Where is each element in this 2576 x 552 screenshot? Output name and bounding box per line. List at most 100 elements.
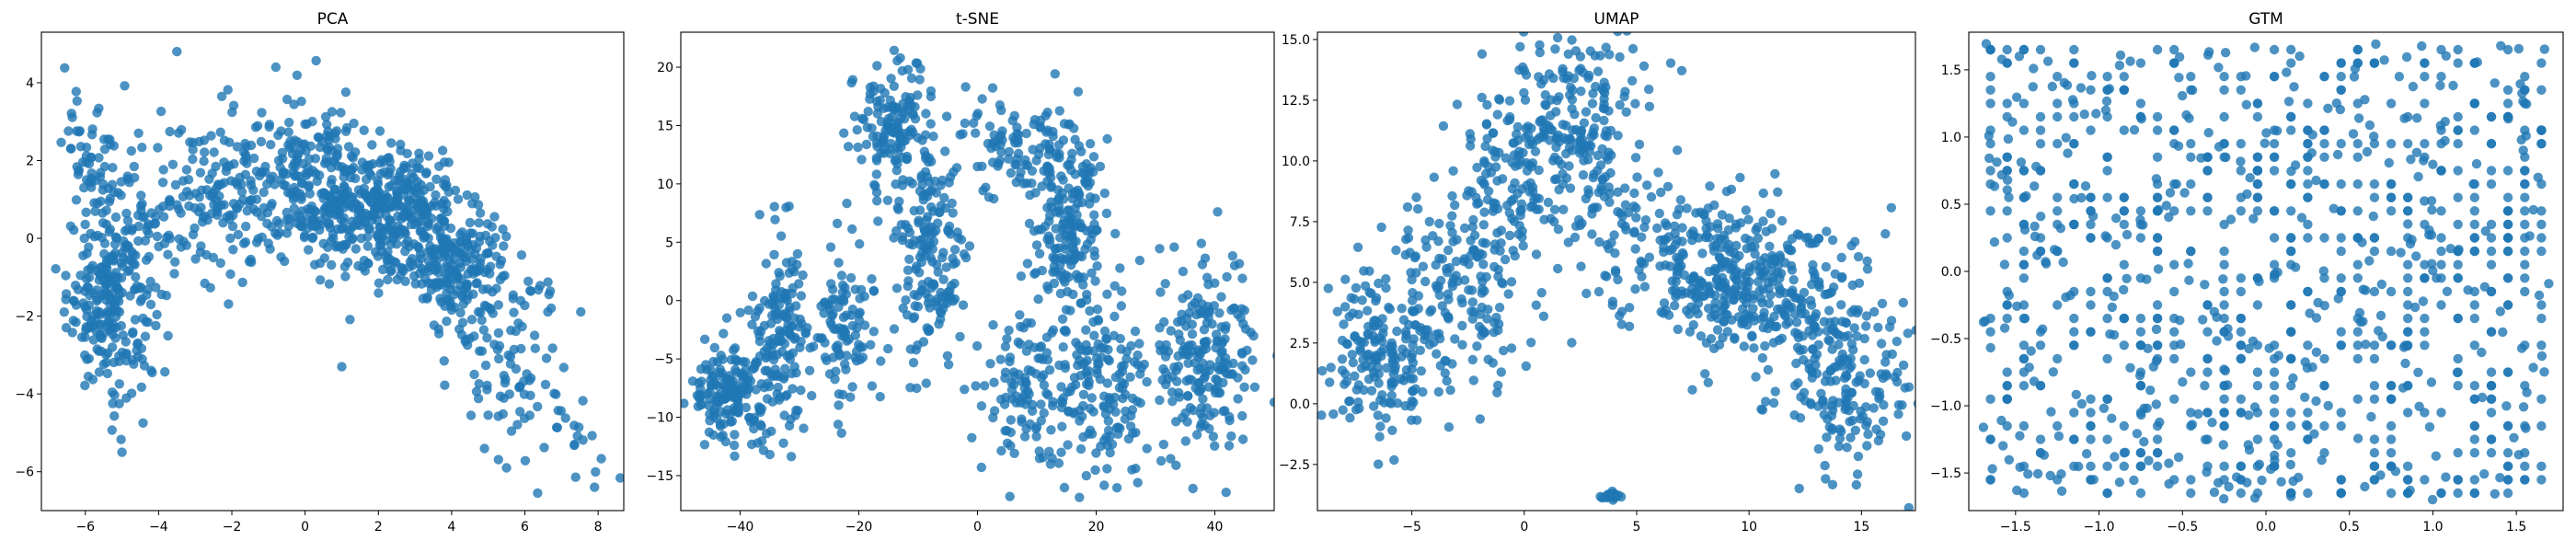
y-tick-label: −15 xyxy=(646,469,673,484)
data-point xyxy=(2002,313,2012,324)
data-point xyxy=(501,231,512,242)
data-point xyxy=(444,242,455,252)
data-point xyxy=(2219,85,2229,96)
data-point xyxy=(943,226,953,236)
data-point xyxy=(2369,448,2380,458)
data-point xyxy=(1673,145,1683,155)
data-point xyxy=(2486,434,2497,444)
data-point xyxy=(1862,264,1873,274)
data-point xyxy=(206,131,216,141)
data-point xyxy=(2236,166,2246,176)
data-point xyxy=(327,204,337,214)
data-point xyxy=(1577,134,1588,145)
data-point xyxy=(948,208,958,218)
data-point xyxy=(2135,233,2146,243)
data-point xyxy=(2252,192,2263,202)
data-point xyxy=(214,191,224,201)
data-point xyxy=(1685,327,1696,337)
data-point xyxy=(797,318,807,329)
data-point xyxy=(1622,32,1632,36)
data-point xyxy=(2186,178,2196,190)
data-point xyxy=(1440,355,1450,366)
data-point xyxy=(1081,470,1092,481)
data-point xyxy=(1519,87,1529,98)
data-point xyxy=(2200,381,2210,391)
data-point xyxy=(147,367,157,378)
data-point xyxy=(719,393,730,403)
data-point xyxy=(1579,118,1590,128)
data-point xyxy=(519,413,530,423)
data-point xyxy=(1070,203,1080,213)
data-point xyxy=(727,416,737,427)
data-point xyxy=(1187,339,1197,351)
data-point xyxy=(928,132,938,142)
data-point xyxy=(933,218,943,228)
data-point xyxy=(98,218,109,228)
data-point xyxy=(913,90,923,100)
data-point xyxy=(1613,131,1623,141)
data-point xyxy=(114,379,124,389)
data-point xyxy=(126,145,136,156)
data-point xyxy=(1610,248,1620,259)
data-point xyxy=(1581,107,1592,117)
data-point xyxy=(80,219,90,230)
data-point xyxy=(1627,43,1639,54)
data-point xyxy=(219,178,229,188)
data-point xyxy=(2152,461,2163,471)
data-point xyxy=(493,454,503,465)
data-point xyxy=(1055,259,1065,270)
data-point xyxy=(419,229,429,240)
data-point xyxy=(1706,334,1717,344)
data-point xyxy=(2536,178,2547,190)
data-point xyxy=(1861,420,1871,431)
data-point xyxy=(117,447,127,457)
data-point xyxy=(499,371,509,381)
data-point xyxy=(482,264,492,275)
data-point xyxy=(1467,314,1478,324)
data-point xyxy=(1183,290,1193,300)
data-point xyxy=(1747,331,1757,342)
data-point xyxy=(2212,336,2222,346)
data-point xyxy=(2135,448,2146,458)
data-point xyxy=(1482,99,1492,110)
data-point xyxy=(1349,293,1360,305)
data-point xyxy=(2045,470,2055,481)
data-point xyxy=(2400,358,2410,369)
data-point xyxy=(2427,494,2438,505)
data-point xyxy=(2282,67,2292,77)
data-point xyxy=(59,307,70,317)
data-point xyxy=(296,194,306,204)
data-point xyxy=(2202,192,2213,202)
data-point xyxy=(2286,420,2296,431)
data-point xyxy=(1890,372,1900,383)
data-point xyxy=(1099,188,1110,199)
data-point xyxy=(950,258,961,268)
data-point xyxy=(1118,393,1128,404)
data-point xyxy=(1536,288,1547,298)
data-point xyxy=(426,213,437,224)
data-point xyxy=(318,238,328,248)
data-point xyxy=(1665,58,1676,68)
data-point xyxy=(1172,376,1182,386)
data-point xyxy=(2352,353,2363,364)
data-point xyxy=(324,279,335,289)
data-point xyxy=(98,328,109,339)
data-point xyxy=(1027,166,1038,176)
data-point xyxy=(237,277,247,288)
data-point xyxy=(1627,75,1638,86)
data-point xyxy=(2002,175,2013,185)
data-point xyxy=(478,325,489,335)
data-point xyxy=(1786,260,1797,271)
data-point xyxy=(533,401,543,412)
data-point xyxy=(896,113,906,123)
data-point xyxy=(1776,269,1787,279)
data-point xyxy=(1613,187,1623,197)
data-point xyxy=(489,212,500,222)
data-point xyxy=(534,284,544,295)
data-point xyxy=(2018,246,2030,257)
data-point xyxy=(2336,420,2346,431)
data-point xyxy=(1390,354,1401,365)
data-point xyxy=(931,188,941,198)
data-point xyxy=(2352,273,2363,283)
data-point xyxy=(99,144,110,155)
